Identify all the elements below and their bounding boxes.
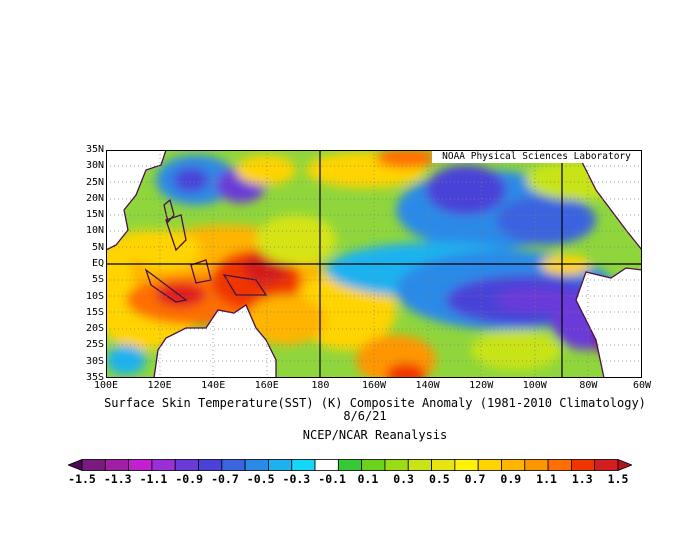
colorbar-swatch xyxy=(501,459,526,471)
colorbar-swatch xyxy=(314,459,339,471)
latitude-label: 5S xyxy=(91,274,104,286)
colorbar-label: -0.7 xyxy=(211,472,239,486)
longitude-label: 160W xyxy=(361,380,387,391)
colorbar-label: 1.3 xyxy=(571,472,593,486)
longitude-label: 180 xyxy=(311,380,330,391)
longitude-label: 60W xyxy=(632,380,652,391)
latitude-label: EQ xyxy=(91,258,104,269)
map-gridlines xyxy=(106,150,642,378)
colorbar xyxy=(68,459,632,471)
latitude-label: 5N xyxy=(91,241,104,253)
latitude-label: 15S xyxy=(85,306,104,318)
sst-anomaly-map xyxy=(106,150,642,378)
colorbar-swatch xyxy=(594,459,619,471)
latitude-label: 35S xyxy=(85,372,104,383)
colorbar-swatch xyxy=(128,459,153,471)
colorbar-label: 0.9 xyxy=(500,472,522,486)
colorbar-label: 0.1 xyxy=(357,472,379,486)
longitude-label: 140E xyxy=(201,380,226,391)
latitude-label: 25S xyxy=(85,339,104,351)
latitude-label: 10N xyxy=(85,225,104,237)
colorbar-swatch xyxy=(244,459,269,471)
longitude-label: 100E xyxy=(93,380,119,391)
colorbar-swatch xyxy=(547,459,572,471)
colorbar-label: 1.1 xyxy=(536,472,557,486)
longitude-label: 120W xyxy=(469,380,494,391)
latitude-label: 20S xyxy=(85,323,104,335)
colorbar-swatch xyxy=(268,459,293,471)
colorbar-label: -1.1 xyxy=(139,472,168,486)
reference-lines xyxy=(106,150,642,378)
latitude-label: 25N xyxy=(85,176,104,188)
longitude-label: 100W xyxy=(522,380,547,391)
map-title: Surface Skin Temperature(SST) (K) Compos… xyxy=(104,396,646,410)
latitude-label: 35N xyxy=(85,144,104,155)
credit-label: NOAA Physical Sciences Laboratory xyxy=(432,151,641,163)
colorbar-label: 0.3 xyxy=(393,472,414,486)
colorbar-swatch xyxy=(81,459,106,471)
colorbar-swatch xyxy=(198,459,223,471)
colorbar-swatch xyxy=(221,459,246,471)
latitude-label: 15N xyxy=(85,209,104,221)
colorbar-label: 0.7 xyxy=(464,472,486,486)
latitude-label: 20N xyxy=(85,192,104,204)
colorbar-swatch xyxy=(361,459,386,471)
colorbar-swatch xyxy=(174,459,199,471)
colorbar-max-arrow xyxy=(617,459,632,471)
colorbar-swatch xyxy=(524,459,549,471)
latitude-label: 30N xyxy=(85,160,104,172)
latitude-label: 30S xyxy=(85,355,104,367)
longitude-label: 140W xyxy=(415,380,440,391)
colorbar-swatch xyxy=(454,459,479,471)
colorbar-label: 0.5 xyxy=(428,472,450,486)
colorbar-label: -0.5 xyxy=(246,472,275,486)
longitude-label: 80W xyxy=(579,380,598,391)
map-date: 8/6/21 xyxy=(343,409,387,423)
colorbar-min-arrow xyxy=(68,459,83,471)
colorbar-swatch xyxy=(291,459,316,471)
colorbar-label: -0.9 xyxy=(175,472,204,486)
longitude-label: 160E xyxy=(254,380,279,391)
colorbar-swatch xyxy=(570,459,596,471)
colorbar-swatch xyxy=(384,459,409,471)
longitude-label: 120E xyxy=(147,380,172,391)
colorbar-swatch xyxy=(477,459,502,471)
colorbar-label: -1.5 xyxy=(68,472,96,486)
latitude-label: 10S xyxy=(85,290,104,302)
colorbar-label: -0.3 xyxy=(282,472,311,486)
colorbar-label: 1.5 xyxy=(607,472,629,486)
colorbar-label: -0.1 xyxy=(318,472,346,486)
colorbar-swatch xyxy=(431,459,456,471)
data-source: NCEP/NCAR Reanalysis xyxy=(302,428,448,442)
colorbar-swatch xyxy=(104,459,130,471)
colorbar-swatch xyxy=(407,459,432,471)
anomaly-field xyxy=(106,150,642,378)
colorbar-label: -1.3 xyxy=(103,472,132,486)
map-canvas xyxy=(106,150,642,378)
map-frame xyxy=(106,150,642,378)
colorbar-swatch xyxy=(151,459,176,471)
colorbar-swatch xyxy=(337,459,363,471)
